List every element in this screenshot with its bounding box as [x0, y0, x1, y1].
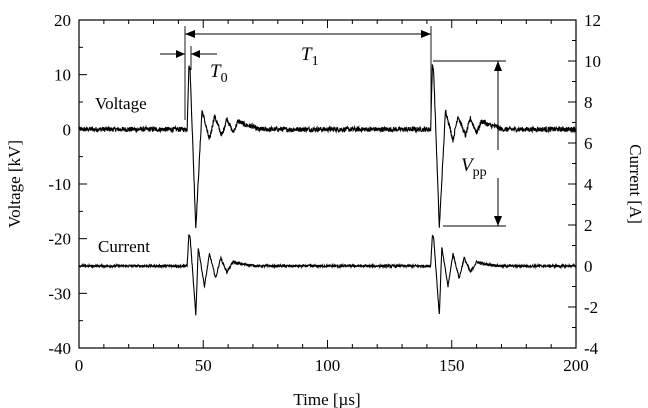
x-axis-ticks: 0 50 100 150 200	[75, 20, 589, 375]
x-axis-label: Time [µs]	[293, 390, 360, 408]
x-tick-label: 0	[75, 356, 84, 375]
y-right-tick-label: 6	[584, 134, 593, 153]
t1-arrow-left	[185, 30, 195, 38]
current-series-line	[78, 234, 577, 316]
y-right-axis-ticks: -4 -2 0 2 4 6 8 10 12	[568, 11, 601, 358]
current-series-label: Current	[98, 237, 150, 256]
x-tick-label: 100	[315, 356, 341, 375]
t0-arrow-left	[176, 50, 185, 58]
y-right-tick-label: 8	[584, 93, 593, 112]
y-left-tick-label: 10	[54, 66, 71, 85]
y-right-tick-label: -4	[584, 339, 599, 358]
y-right-axis-label: Current [A]	[626, 144, 645, 224]
vpp-arrow-bottom	[494, 216, 502, 226]
y-left-tick-label: -30	[48, 284, 71, 303]
x-tick-label: 200	[563, 356, 589, 375]
y-left-axis-label: Voltage [kV]	[5, 140, 24, 228]
y-left-tick-label: -20	[48, 230, 71, 249]
voltage-series-label: Voltage	[95, 94, 147, 113]
y-right-tick-label: 4	[584, 175, 593, 194]
t0-dimension: T0	[160, 46, 228, 86]
t0-arrow-right	[191, 50, 200, 58]
vpp-arrow-top	[494, 61, 502, 71]
t1-arrow-right	[421, 30, 431, 38]
y-right-tick-label: 12	[584, 11, 601, 30]
t1-dimension: T1	[184, 26, 432, 120]
y-left-tick-label: 0	[63, 120, 72, 139]
y-right-tick-label: 0	[584, 257, 593, 276]
vpp-label: Vpp	[461, 155, 487, 180]
y-right-tick-label: 2	[584, 216, 593, 235]
t1-label: T1	[301, 44, 319, 69]
y-left-axis-ticks: -40 -30 -20 -10 0 10 20	[48, 11, 87, 358]
t0-label: T0	[210, 61, 228, 86]
y-right-tick-label: 10	[584, 52, 601, 71]
voltage-series-line	[78, 64, 577, 229]
x-tick-label: 150	[439, 356, 465, 375]
y-left-tick-label: -40	[48, 339, 71, 358]
y-left-tick-label: -10	[48, 175, 71, 194]
x-tick-label: 50	[195, 356, 212, 375]
y-left-tick-label: 20	[54, 11, 71, 30]
vpp-dimension: Vpp	[433, 60, 506, 227]
y-right-tick-label: -2	[584, 298, 598, 317]
plot-frame	[78, 19, 577, 349]
